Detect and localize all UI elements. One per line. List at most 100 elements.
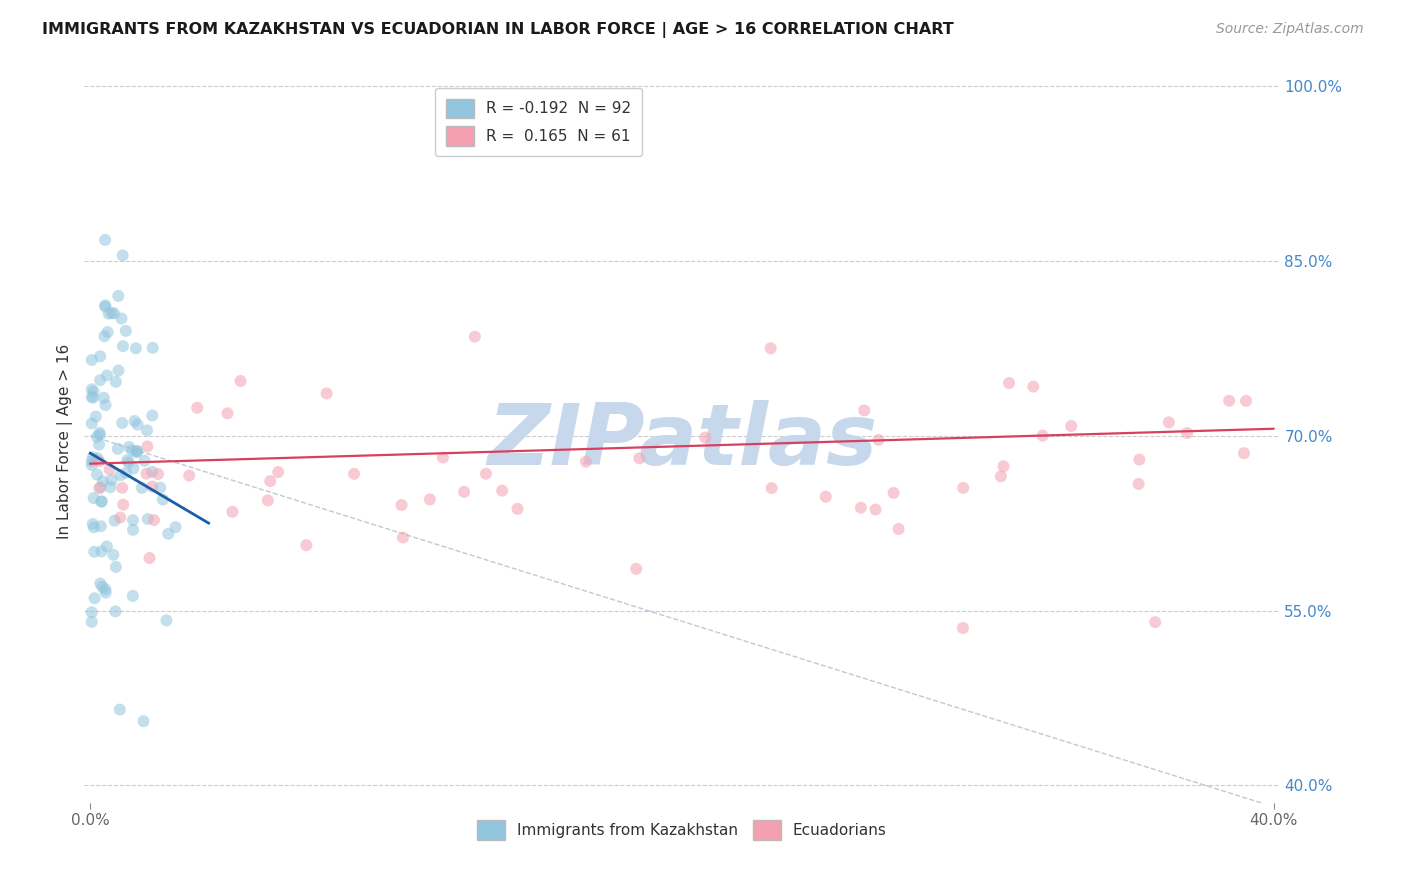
- Point: [491, 483, 513, 498]
- Point: [1175, 425, 1198, 440]
- Point: [146, 467, 169, 481]
- Point: [132, 714, 155, 729]
- Point: [103, 548, 125, 562]
- Point: [432, 450, 454, 465]
- Point: [125, 444, 148, 458]
- Point: [136, 439, 159, 453]
- Point: [883, 486, 905, 500]
- Point: [104, 514, 127, 528]
- Point: [475, 467, 498, 481]
- Point: [1022, 379, 1045, 393]
- Point: [90, 519, 112, 533]
- Point: [104, 560, 127, 574]
- Point: [89, 349, 111, 363]
- Point: [112, 498, 135, 512]
- Point: [94, 582, 117, 597]
- Legend: Immigrants from Kazakhstan, Ecuadorians: Immigrants from Kazakhstan, Ecuadorians: [471, 814, 893, 846]
- Point: [96, 540, 118, 554]
- Point: [94, 398, 117, 412]
- Point: [89, 427, 111, 442]
- Point: [229, 374, 252, 388]
- Point: [453, 484, 475, 499]
- Point: [108, 702, 131, 716]
- Point: [217, 406, 239, 420]
- Point: [110, 468, 132, 483]
- Point: [295, 538, 318, 552]
- Point: [98, 480, 121, 494]
- Point: [626, 562, 648, 576]
- Point: [186, 401, 208, 415]
- Point: [122, 513, 145, 527]
- Point: [80, 458, 103, 472]
- Point: [141, 409, 163, 423]
- Point: [83, 591, 105, 606]
- Point: [391, 498, 413, 512]
- Point: [90, 544, 112, 558]
- Point: [104, 375, 127, 389]
- Point: [83, 520, 105, 534]
- Point: [952, 621, 974, 635]
- Point: [1157, 415, 1180, 429]
- Point: [124, 414, 146, 428]
- Point: [100, 306, 122, 320]
- Point: [111, 339, 134, 353]
- Point: [122, 461, 145, 475]
- Point: [853, 403, 876, 417]
- Point: [136, 512, 159, 526]
- Point: [157, 526, 180, 541]
- Point: [761, 481, 783, 495]
- Point: [887, 522, 910, 536]
- Point: [82, 391, 104, 405]
- Point: [127, 417, 149, 432]
- Point: [990, 469, 1012, 483]
- Point: [1128, 477, 1150, 491]
- Point: [122, 523, 145, 537]
- Point: [419, 492, 441, 507]
- Point: [80, 353, 103, 368]
- Point: [121, 589, 143, 603]
- Point: [141, 479, 163, 493]
- Point: [103, 306, 125, 320]
- Point: [80, 615, 103, 629]
- Point: [1218, 393, 1240, 408]
- Point: [110, 311, 132, 326]
- Point: [759, 341, 782, 355]
- Point: [111, 416, 134, 430]
- Point: [221, 505, 243, 519]
- Point: [89, 481, 111, 495]
- Point: [343, 467, 366, 481]
- Point: [86, 430, 108, 444]
- Point: [1144, 615, 1167, 630]
- Point: [101, 473, 124, 487]
- Y-axis label: In Labor Force | Age > 16: In Labor Force | Age > 16: [58, 344, 73, 539]
- Point: [165, 520, 187, 534]
- Point: [94, 233, 117, 247]
- Point: [82, 450, 104, 465]
- Point: [118, 440, 141, 454]
- Point: [464, 329, 486, 343]
- Point: [107, 289, 129, 303]
- Point: [865, 502, 887, 516]
- Point: [993, 459, 1015, 474]
- Point: [89, 454, 111, 468]
- Point: [83, 491, 105, 505]
- Point: [94, 299, 117, 313]
- Point: [152, 492, 174, 507]
- Point: [149, 481, 172, 495]
- Point: [89, 425, 111, 440]
- Point: [114, 324, 136, 338]
- Point: [86, 467, 108, 482]
- Point: [91, 474, 114, 488]
- Point: [94, 300, 117, 314]
- Point: [80, 454, 103, 468]
- Point: [259, 474, 281, 488]
- Point: [1128, 452, 1150, 467]
- Point: [695, 431, 717, 445]
- Point: [104, 604, 127, 618]
- Point: [115, 466, 138, 480]
- Point: [1233, 446, 1256, 460]
- Point: [127, 444, 149, 458]
- Point: [138, 551, 160, 566]
- Point: [256, 493, 278, 508]
- Point: [506, 502, 529, 516]
